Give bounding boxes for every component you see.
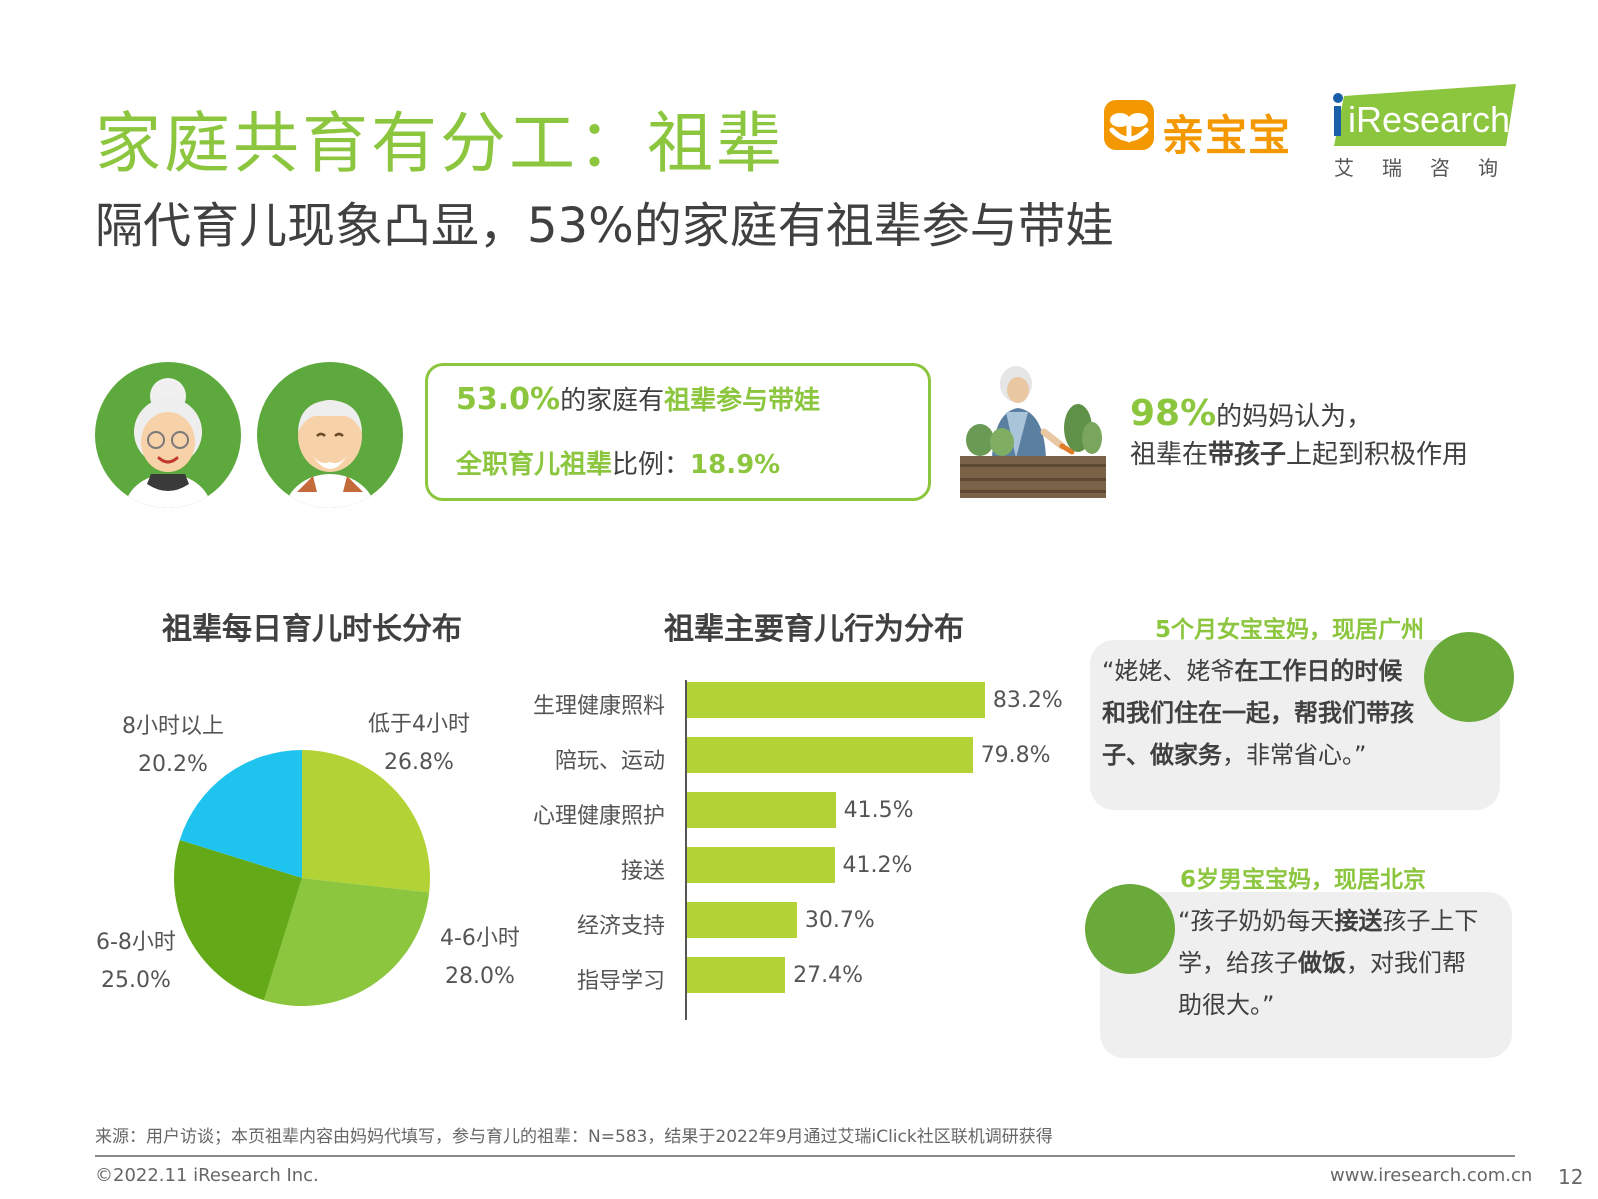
bar-category-label: 生理健康照料 — [532, 694, 665, 719]
opinion-line-1: 98%的妈妈认为， — [1130, 395, 1468, 436]
bar-category-label: 指导学习 — [576, 969, 665, 994]
quote-1-text-a: “姥姥、姥爷 — [1102, 657, 1235, 685]
pie-slice-over-8h — [179, 750, 302, 878]
pie-label-under-4h-name: 低于4小时 — [368, 712, 470, 737]
bar — [687, 737, 973, 773]
source-note: 来源：用户访谈；本页祖辈内容由妈妈代填写，参与育儿的祖辈：N=583，结果于20… — [95, 1127, 1053, 1147]
grandma-avatar — [95, 362, 241, 508]
bar-category-label: 陪玩、运动 — [554, 749, 665, 774]
pie-slice-4-6h — [263, 878, 430, 1006]
stat-grandparent-share: 53.0% — [456, 382, 561, 417]
qbb-logo-text: 亲宝宝 — [1162, 111, 1292, 160]
stat-line-1-em: 祖辈参与带娃 — [664, 386, 821, 416]
bar-chart-title: 祖辈主要育儿行为分布 — [664, 612, 964, 647]
quote-2-text-em1: 接送 — [1334, 907, 1383, 935]
bar-axis-line — [685, 680, 687, 1020]
stat-line-2: 全职育儿祖辈比例：18.9% — [456, 444, 780, 481]
bar-value-label: 79.8% — [980, 743, 1051, 768]
quote-2-text-b: 孩子上下学，给孩子 — [1178, 907, 1479, 977]
iresearch-logo-text: iResearch — [1348, 99, 1510, 140]
copyright: ©2022.11 iResearch Inc. — [95, 1165, 319, 1186]
iresearch-logo-sub: 艾瑞咨询 — [1334, 156, 1526, 180]
qbb-logo-icon — [1104, 100, 1154, 150]
bar-category-label: 接送 — [620, 859, 665, 884]
opinion-text: 98%的妈妈认为， 祖辈在带孩子上起到积极作用 — [1130, 395, 1468, 474]
bar-value-label: 27.4% — [793, 963, 863, 988]
opinion-text-1: 的妈妈认为， — [1216, 402, 1373, 432]
quote-1-text-b: ，非常省心。” — [1222, 741, 1367, 769]
bar-category-label: 经济支持 — [576, 914, 665, 939]
stat-fulltime-share: 18.9% — [690, 450, 781, 480]
pie-label-under-4h: 低于4小时 26.8% — [368, 706, 470, 782]
bar — [687, 792, 836, 828]
opinion-text-2b: 上起到积极作用 — [1286, 440, 1469, 470]
bar-value-label: 41.2% — [842, 853, 913, 878]
pie-label-over-8h-name: 8小时以上 — [122, 714, 224, 739]
quote-2-text-a: “孩子奶奶每天 — [1178, 907, 1335, 935]
pie-label-6-8h: 6-8小时 25.0% — [96, 924, 176, 1000]
pie-label-6-8h-value: 25.0% — [101, 968, 171, 993]
bar — [687, 902, 797, 938]
bar — [687, 682, 985, 718]
bar — [687, 847, 835, 883]
quote-2-text: “孩子奶奶每天接送孩子上下学，给孩子做饭，对我们帮助很大。” — [1178, 900, 1488, 1026]
quote-1-text-em: 在工作日的时候和我们住在一起，帮我们带孩子、做家务 — [1102, 657, 1414, 769]
quote-2-text-c: ，对我们帮助很大。” — [1178, 949, 1466, 1019]
qbb-logo: 亲宝宝 — [1104, 100, 1294, 160]
bar-category-label: 心理健康照护 — [532, 804, 665, 829]
pie-chart — [174, 750, 430, 1006]
pie-label-over-8h-value: 20.2% — [138, 752, 208, 777]
pie-slice-6-8h — [174, 839, 302, 1001]
page-subtitle: 隔代育儿现象凸显，53%的家庭有祖辈参与带娃 — [95, 198, 1114, 254]
pie-label-4-6h-name: 4-6小时 — [440, 926, 520, 951]
stat-line-1: 53.0%的家庭有祖辈参与带娃 — [456, 380, 820, 417]
page-title: 家庭共育有分工：祖辈 — [95, 105, 785, 182]
website-link[interactable]: www.iresearch.com.cn — [1330, 1165, 1533, 1186]
page-number: 12 — [1558, 1165, 1584, 1189]
quote-2-dot — [1085, 884, 1175, 974]
pie-label-over-8h: 8小时以上 20.2% — [122, 708, 224, 784]
footer-divider — [95, 1155, 1515, 1157]
opinion-line-2: 祖辈在带孩子上起到积极作用 — [1130, 436, 1468, 474]
stat-line-2-text: 比例： — [612, 450, 691, 480]
stat-line-2-em: 全职育儿祖辈 — [456, 450, 613, 480]
bar-value-label: 30.7% — [804, 908, 875, 933]
pie-label-4-6h-value: 28.0% — [445, 964, 515, 989]
iresearch-logo: iResearch — [1330, 84, 1518, 148]
bar-value-label: 41.5% — [843, 798, 914, 823]
quote-1-author: 5个月女宝宝妈，现居广州 — [1155, 617, 1425, 643]
gardening-grandparent-illustration — [958, 362, 1108, 502]
stats-box: 53.0%的家庭有祖辈参与带娃 全职育儿祖辈比例：18.9% — [425, 363, 931, 501]
opinion-text-2a: 祖辈在 — [1130, 440, 1209, 470]
pie-label-6-8h-name: 6-8小时 — [96, 930, 176, 955]
bar-chart: 生理健康照料 83.2% 陪玩、运动 79.8% 心理健康照护 41.5% 接送 41.2% 经… — [515, 680, 1075, 1025]
opinion-text-2-em: 带孩子 — [1208, 440, 1287, 470]
stat-line-1-text: 的家庭有 — [560, 386, 665, 416]
pie-slice-under-4h — [302, 750, 430, 893]
quote-2-text-em2: 做饭 — [1298, 949, 1346, 977]
quote-1-dot — [1424, 632, 1514, 722]
bar — [687, 957, 786, 993]
pie-label-under-4h-value: 26.8% — [384, 750, 454, 775]
opinion-value: 98% — [1130, 393, 1217, 434]
quote-1-text: “姥姥、姥爷在工作日的时候和我们住在一起，帮我们带孩子、做家务，非常省心。” — [1102, 650, 1422, 776]
bar-value-label: 83.2% — [992, 688, 1063, 713]
pie-chart-title: 祖辈每日育儿时长分布 — [162, 612, 462, 647]
quote-2-author: 6岁男宝宝妈，现居北京 — [1180, 867, 1427, 893]
pie-label-4-6h: 4-6小时 28.0% — [440, 920, 520, 996]
grandpa-avatar — [257, 362, 403, 508]
